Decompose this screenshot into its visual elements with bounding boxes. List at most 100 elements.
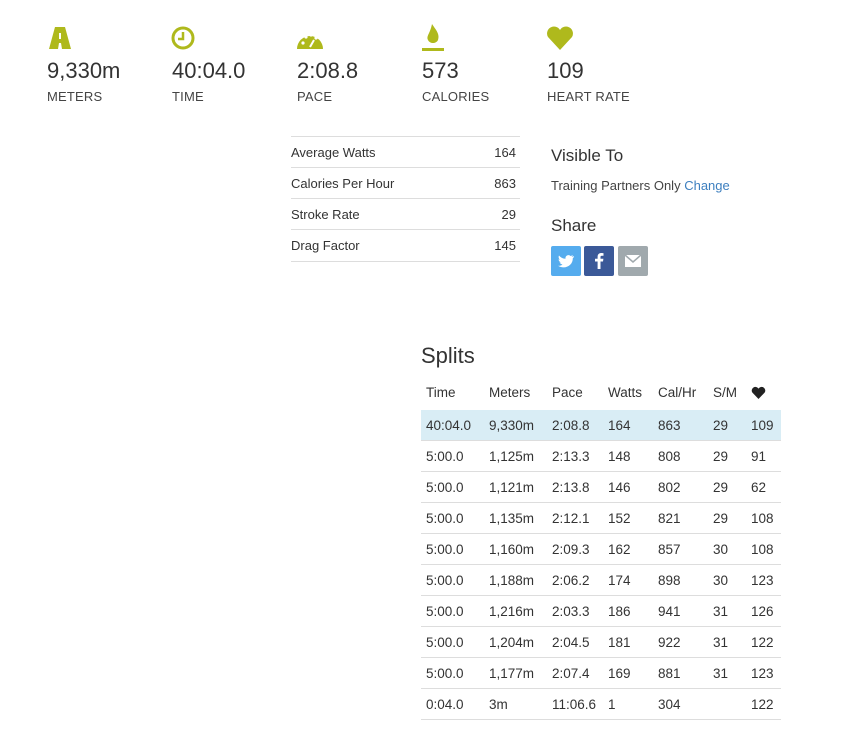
change-link[interactable]: Change — [684, 178, 730, 193]
split-cell: 898 — [658, 573, 681, 588]
detail-value: 29 — [501, 207, 516, 222]
twitter-button[interactable] — [551, 246, 581, 276]
split-cell: 1,188m — [489, 573, 535, 588]
detail-row: Calories Per Hour 863 — [291, 167, 520, 199]
split-header: Time — [426, 385, 456, 400]
split-cell: 122 — [751, 697, 774, 712]
visibility-text: Training Partners Only Change — [551, 178, 730, 193]
heart-icon — [547, 26, 573, 50]
split-cell: 2:07.4 — [552, 666, 590, 681]
stat-value: 2:08.8 — [297, 58, 359, 83]
split-cell: 1,125m — [489, 449, 535, 464]
split-header: Watts — [608, 385, 643, 400]
split-cell: 40:04.0 — [426, 418, 472, 433]
split-cell: 2:09.3 — [552, 542, 590, 557]
detail-label: Drag Factor — [291, 238, 360, 253]
split-cell: 181 — [608, 635, 631, 650]
split-cell: 5:00.0 — [426, 480, 464, 495]
meters-icon — [49, 27, 71, 49]
split-row — [421, 410, 781, 441]
split-row — [421, 596, 781, 627]
split-cell: 123 — [751, 573, 774, 588]
split-cell: 29 — [713, 449, 729, 464]
detail-label: Average Watts — [291, 145, 376, 160]
split-row — [421, 472, 781, 503]
split-cell: 29 — [713, 418, 729, 433]
split-cell: 881 — [658, 666, 681, 681]
split-cell: 5:00.0 — [426, 511, 464, 526]
split-cell: 62 — [751, 480, 767, 495]
detail-value: 164 — [494, 145, 516, 160]
split-cell: 1,160m — [489, 542, 535, 557]
time-icon — [171, 26, 195, 50]
stat-label: METERS — [47, 89, 103, 104]
split-row — [421, 503, 781, 534]
pace-icon — [297, 33, 323, 49]
split-cell: 2:03.3 — [552, 604, 590, 619]
split-header: S/M — [713, 385, 738, 400]
detail-row: Stroke Rate 29 — [291, 198, 520, 230]
facebook-button[interactable] — [584, 246, 614, 276]
split-header: Meters — [489, 385, 531, 400]
split-cell: 186 — [608, 604, 631, 619]
calories-icon — [422, 24, 444, 51]
split-cell: 2:08.8 — [552, 418, 590, 433]
split-cell: 9,330m — [489, 418, 535, 433]
split-cell: 164 — [608, 418, 631, 433]
split-cell: 304 — [658, 697, 681, 712]
split-row — [421, 658, 781, 689]
split-cell: 3m — [489, 697, 508, 712]
split-cell: 0:04.0 — [426, 697, 464, 712]
stat-label: HEART RATE — [547, 89, 630, 104]
split-cell: 922 — [658, 635, 681, 650]
split-cell: 148 — [608, 449, 631, 464]
split-cell: 808 — [658, 449, 681, 464]
split-cell: 863 — [658, 418, 681, 433]
stat-value: 109 — [547, 58, 584, 83]
split-cell: 30 — [713, 542, 729, 557]
split-cell: 1 — [608, 697, 616, 712]
split-cell: 11:06.6 — [552, 697, 597, 712]
split-cell: 2:12.1 — [552, 511, 590, 526]
split-cell: 821 — [658, 511, 681, 526]
share-heading: Share — [551, 216, 597, 235]
split-header: Pace — [552, 385, 583, 400]
detail-value: 145 — [494, 238, 516, 253]
stat-label: TIME — [172, 89, 204, 104]
split-cell: 123 — [751, 666, 774, 681]
detail-label: Stroke Rate — [291, 207, 360, 222]
split-cell: 5:00.0 — [426, 449, 464, 464]
split-cell: 5:00.0 — [426, 542, 464, 557]
split-cell: 1,121m — [489, 480, 535, 495]
split-cell: 29 — [713, 480, 729, 495]
split-cell: 2:04.5 — [552, 635, 590, 650]
visibility-value: Training Partners Only — [551, 178, 681, 193]
split-cell: 29 — [713, 511, 729, 526]
split-cell: 31 — [713, 604, 729, 619]
detail-row: Average Watts 164 — [291, 136, 520, 168]
split-cell: 108 — [751, 542, 774, 557]
detail-label: Calories Per Hour — [291, 176, 395, 191]
split-cell: 174 — [608, 573, 631, 588]
split-row — [421, 534, 781, 565]
split-cell: 91 — [751, 449, 767, 464]
split-cell: 31 — [713, 666, 729, 681]
split-cell: 126 — [751, 604, 774, 619]
split-cell: 109 — [751, 418, 774, 433]
split-cell: 169 — [608, 666, 631, 681]
detail-value: 863 — [494, 176, 516, 191]
split-cell: 2:13.3 — [552, 449, 590, 464]
stat-value: 573 — [422, 58, 459, 83]
split-cell: 31 — [713, 635, 729, 650]
heart-column-icon — [751, 386, 766, 399]
detail-row: Drag Factor 145 — [291, 229, 520, 262]
email-button[interactable] — [618, 246, 648, 276]
split-cell: 1,135m — [489, 511, 535, 526]
split-header: Cal/Hr — [658, 385, 697, 400]
stat-value: 40:04.0 — [172, 58, 246, 83]
split-row — [421, 441, 781, 472]
split-cell: 5:00.0 — [426, 666, 464, 681]
split-cell: 1,204m — [489, 635, 535, 650]
split-cell: 5:00.0 — [426, 604, 464, 619]
